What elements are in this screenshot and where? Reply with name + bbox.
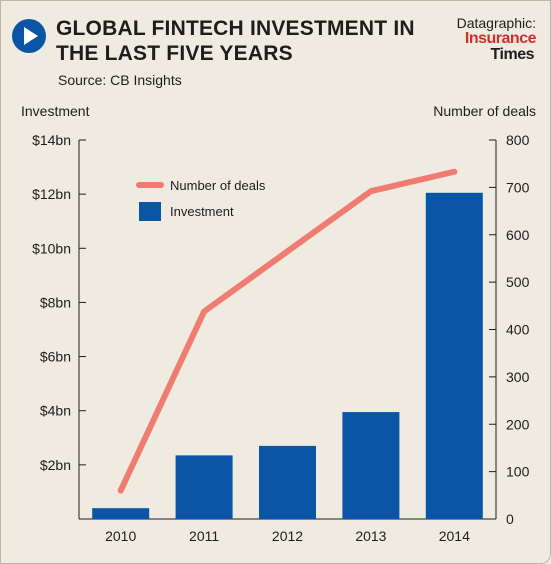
brand-logo-insurance: Insurance [464,30,537,47]
left-tick-label: $6bn [40,349,71,365]
left-tick-label: $8bn [40,294,71,310]
x-tick-label: 2011 [189,528,219,544]
brand-logo-times: Times [490,46,535,63]
right-tick-label: 700 [506,179,530,195]
left-tick-label: $2bn [40,457,71,473]
right-tick-label: 800 [506,132,530,148]
left-tick-label: $12bn [32,186,71,202]
chart-source: Source: CB Insights [58,72,182,88]
left-tick-label: $14bn [32,132,71,148]
investment-bar [342,412,400,519]
play-icon [12,19,46,53]
investment-bar [92,508,150,519]
credit-block: Datagraphic: Insurance Times [456,15,537,63]
legend-swatch-investment [139,202,161,221]
right-tick-label: 100 [506,464,530,480]
investment-bar [175,455,233,519]
legend-label-deals: Number of deals [170,178,266,193]
right-tick-label: 200 [506,416,530,432]
right-tick-label: 0 [506,511,514,527]
x-tick-label: 2013 [355,528,386,544]
right-tick-label: 600 [506,227,530,243]
right-tick-label: 300 [506,369,530,385]
credit-label: Datagraphic: [456,15,536,31]
left-axis-title: Investment [21,103,90,119]
legend-label-investment: Investment [170,204,234,219]
investment-bar [425,192,483,519]
right-axis-title: Number of deals [433,103,536,119]
x-tick-label: 2014 [439,528,470,544]
left-tick-label: $10bn [32,240,71,256]
right-tick-label: 400 [506,322,530,338]
deals-line [117,168,458,494]
x-tick-label: 2012 [272,528,303,544]
investment-bar [259,445,316,519]
chart-title: GLOBAL FINTECH INVESTMENT IN THE LAST FI… [56,17,415,65]
right-tick-label: 500 [506,274,530,290]
left-tick-label: $4bn [40,403,71,419]
x-tick-label: 2010 [105,528,136,544]
